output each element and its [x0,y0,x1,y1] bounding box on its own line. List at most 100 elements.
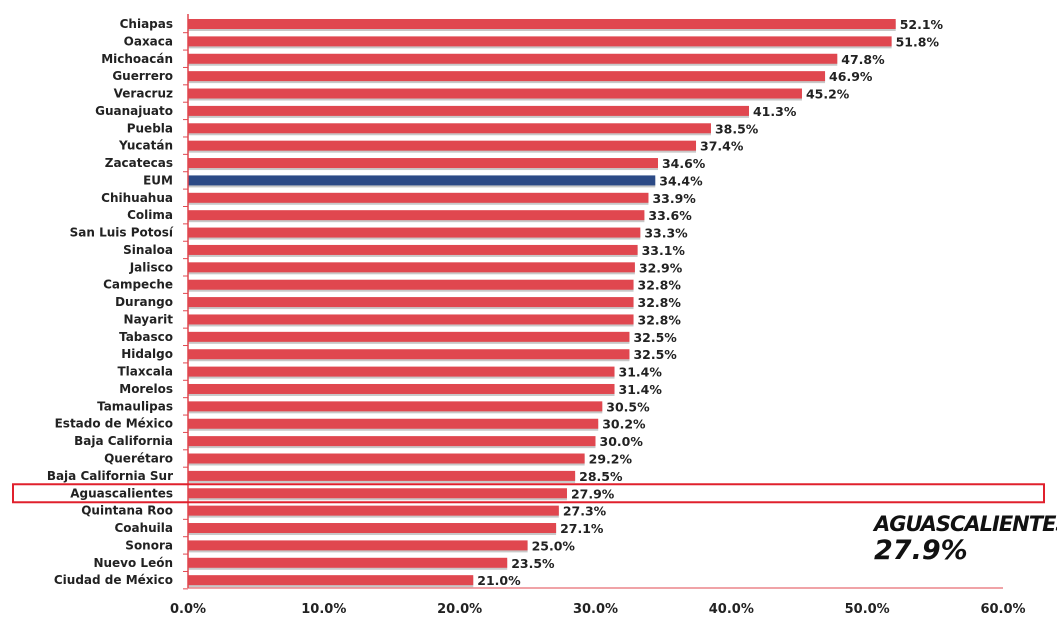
value-label: 41.3% [753,104,797,119]
category-label: Chiapas [120,17,173,31]
category-label: Sinaloa [123,243,173,257]
bar [188,523,557,534]
category-label: Tabasco [119,330,173,344]
value-label: 27.3% [563,504,607,519]
category-label: Michoacán [101,52,173,66]
bar [188,383,615,394]
category-label: Hidalgo [121,347,173,361]
bar [188,453,585,464]
x-tick-label: 0.0% [170,602,206,617]
bar [188,105,749,116]
bar [188,297,634,308]
value-label: 38.5% [715,121,759,136]
value-label: 34.6% [662,156,706,171]
x-tick-label: 30.0% [573,602,618,617]
bar [188,331,630,342]
value-label: 23.5% [511,556,555,571]
bar [188,175,656,186]
bar [188,210,645,221]
value-label: 32.8% [638,295,682,310]
category-label: Yucatán [118,139,173,153]
value-label: 46.9% [829,69,873,84]
category-label: Querétaro [104,452,173,466]
value-label: 31.4% [619,365,663,380]
value-label: 30.0% [600,434,644,449]
category-label: Baja California Sur [47,469,173,483]
bar [188,88,802,99]
value-label: 21.0% [477,573,521,588]
category-label: Morelos [119,382,173,396]
x-tick-label: 10.0% [301,602,346,617]
value-label: 45.2% [806,87,850,102]
x-tick-label: 50.0% [845,602,890,617]
value-label: 29.2% [589,452,633,467]
value-label: 30.5% [606,399,650,414]
category-label: Puebla [127,121,173,135]
aguascalientes-highlight-box [12,483,1045,504]
category-label: Tamaulipas [97,399,173,413]
value-label: 47.8% [841,52,885,67]
value-label: 33.1% [642,243,686,258]
bar [188,557,508,568]
value-label: 32.9% [639,260,683,275]
value-label: 25.0% [532,538,576,553]
category-label: Oaxaca [124,34,173,48]
category-label: Estado de México [55,417,173,431]
bar [188,123,711,134]
bar [188,140,697,151]
category-label: Nayarit [124,312,174,326]
value-label: 31.4% [619,382,663,397]
x-tick-label: 40.0% [709,602,754,617]
value-label: 33.9% [652,191,696,206]
value-label: 51.8% [896,34,940,49]
bar [188,401,603,412]
callout-value: 27.9% [874,535,968,566]
bar [188,19,896,29]
bar [188,436,596,447]
category-label: Ciudad de México [54,573,173,587]
highlight-callout: Aguascalientes 27.9% [874,512,1057,566]
category-label: Zacatecas [105,156,173,170]
value-label: 34.4% [659,173,703,188]
category-label: Guerrero [112,69,173,83]
value-label: 30.2% [602,417,646,432]
value-label: 27.9% [571,486,615,501]
category-label: Coahuila [114,521,173,535]
bar [188,53,838,64]
category-label: EUM [143,173,173,187]
value-label: 33.6% [648,208,692,223]
bar [188,470,576,481]
value-label: 32.5% [633,347,677,362]
category-label: Nuevo León [93,556,173,570]
category-label: Aguascalientes [70,486,173,500]
category-label: Colima [127,208,173,222]
callout-name: Aguascalientes [874,512,1057,536]
category-label: Veracruz [114,87,173,101]
bar [188,192,649,203]
bar [188,314,634,325]
category-label: Durango [115,295,173,309]
value-label: 33.3% [644,226,688,241]
bar [188,71,826,82]
bar [188,279,634,290]
value-label: 32.5% [633,330,677,345]
bar [188,349,630,360]
value-label: 27.1% [560,521,604,536]
value-label: 32.8% [638,312,682,327]
category-label: Baja California [74,434,173,448]
category-label: Sonora [125,538,173,552]
bar [188,540,528,551]
value-label: 37.4% [700,139,744,154]
bar [188,262,635,273]
bar [188,575,474,586]
category-label: Campeche [103,278,173,292]
bar [188,418,599,429]
bar [188,488,567,499]
bar [188,505,559,516]
bar [188,244,638,255]
x-tick-label: 20.0% [437,602,482,617]
category-label: Chihuahua [101,191,173,205]
bar [188,158,658,169]
bar [188,227,641,238]
